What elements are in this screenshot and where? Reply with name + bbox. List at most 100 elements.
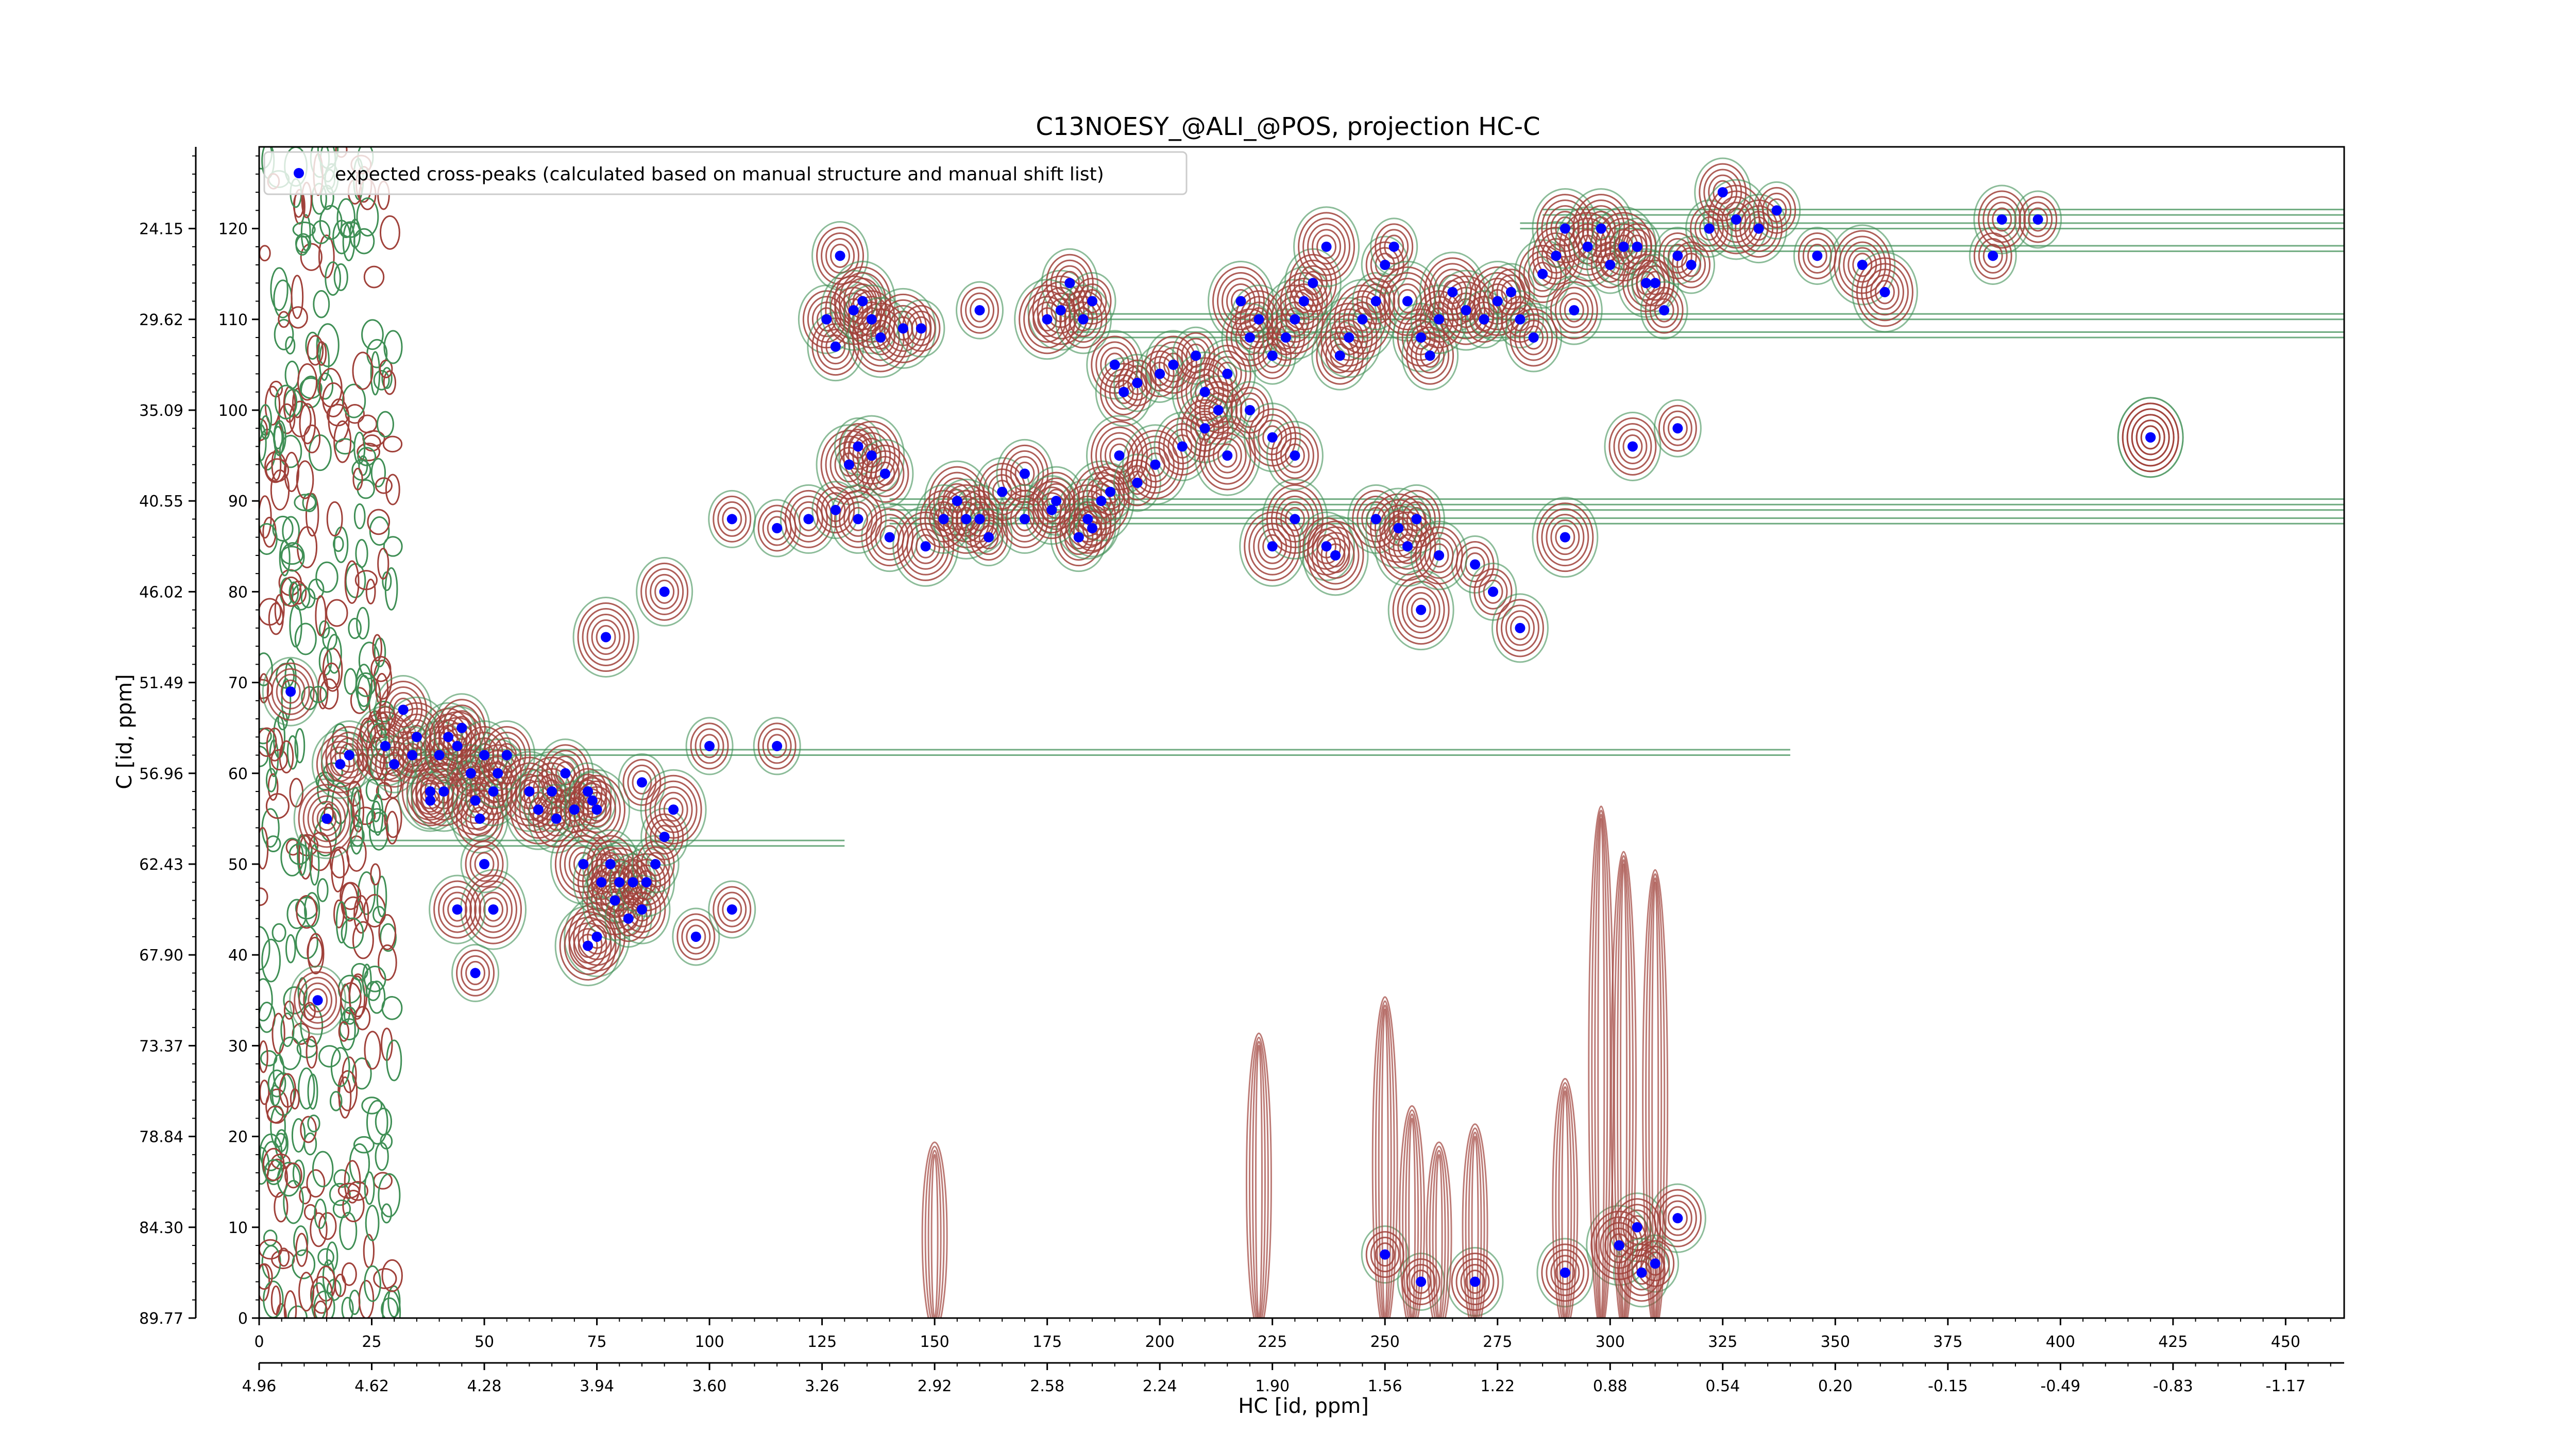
cross-peak-marker bbox=[587, 795, 598, 806]
contour-noise bbox=[294, 622, 317, 655]
contour-ring-outer bbox=[996, 484, 1054, 554]
contour-noise bbox=[296, 460, 314, 499]
contour-noise bbox=[279, 540, 291, 577]
contour-noise bbox=[272, 923, 286, 942]
cross-peak-marker bbox=[830, 341, 841, 352]
contour-noise bbox=[364, 1031, 381, 1070]
contour-noise bbox=[289, 581, 299, 604]
contour-ring bbox=[978, 525, 999, 550]
contour-noise bbox=[270, 1285, 281, 1315]
y-tick-label: 80 bbox=[228, 583, 248, 601]
contour-streak bbox=[1552, 1078, 1579, 1318]
contour-noise bbox=[352, 351, 374, 390]
contour-ring bbox=[1379, 511, 1436, 581]
contour-noise bbox=[259, 418, 268, 442]
contour-noise bbox=[305, 331, 320, 360]
contour-ring-outer bbox=[2014, 190, 2062, 249]
contour-ring bbox=[280, 679, 301, 704]
contour-ring bbox=[1284, 443, 1305, 468]
cross-peak-marker bbox=[547, 786, 557, 797]
contour-ring bbox=[1126, 430, 1184, 500]
cross-peak-marker bbox=[1155, 368, 1165, 379]
contour-ring bbox=[757, 722, 796, 770]
contour-ring bbox=[1325, 308, 1373, 367]
contour-noise bbox=[342, 1056, 357, 1093]
x2-tick-label: -0.83 bbox=[2153, 1377, 2193, 1395]
cross-peak-marker bbox=[1753, 223, 1764, 234]
cross-peak-marker bbox=[1380, 1249, 1391, 1260]
contour-ring bbox=[2028, 207, 2048, 232]
cross-peak-marker bbox=[1064, 278, 1075, 289]
x-tick-label: 400 bbox=[2046, 1333, 2075, 1351]
contour-ring bbox=[1320, 537, 1350, 573]
contour-noise bbox=[311, 1282, 327, 1318]
contour-ring bbox=[1667, 1206, 1688, 1230]
contour-noise bbox=[309, 844, 320, 886]
contour-ring bbox=[663, 797, 684, 822]
contour-noise bbox=[353, 228, 375, 255]
contour-ring bbox=[1307, 520, 1364, 590]
cross-peak-marker bbox=[1487, 586, 1498, 597]
legend: expected cross-peaks (calculated based o… bbox=[263, 151, 1188, 195]
contour-ring bbox=[970, 298, 990, 323]
cross-peak-marker bbox=[1290, 314, 1300, 325]
contour-noise bbox=[324, 803, 334, 824]
contour-streak bbox=[1435, 1154, 1443, 1318]
contour-ring bbox=[1982, 196, 2022, 243]
cross-peak-marker bbox=[1051, 496, 1062, 507]
contour-ring bbox=[302, 789, 351, 848]
contour-noise bbox=[380, 923, 397, 952]
contour-ring bbox=[474, 852, 495, 876]
contour-ring bbox=[1663, 238, 1692, 274]
cross-peak-marker bbox=[1267, 432, 1278, 443]
contour-ring bbox=[879, 299, 927, 358]
cross-peak-marker bbox=[1416, 1276, 1427, 1287]
contour-noise bbox=[291, 275, 304, 319]
contour-noise bbox=[349, 815, 364, 855]
cross-peak-marker bbox=[591, 931, 602, 942]
contour-ring bbox=[1082, 289, 1103, 314]
contour-noise bbox=[357, 871, 376, 915]
contour-noise bbox=[348, 618, 362, 639]
contour-ring bbox=[1870, 274, 1900, 310]
contour-ring bbox=[573, 777, 612, 824]
x-axis-primary: 0 25 50 75 100 125 150 175 200 225 250 275 300 325 350… bbox=[254, 1318, 2331, 1351]
contour-ring bbox=[1429, 543, 1449, 568]
contour-ring bbox=[1762, 192, 1792, 228]
contour-ring bbox=[1311, 526, 1360, 585]
cross-peak-marker bbox=[1551, 250, 1562, 261]
contour-noise bbox=[366, 1100, 388, 1145]
cross-peak-marker bbox=[1334, 350, 1345, 361]
cross-peak-marker bbox=[493, 768, 503, 779]
x2-tick-label: 3.60 bbox=[692, 1377, 727, 1395]
contour-ring bbox=[1370, 1237, 1400, 1273]
contour-ring bbox=[1536, 194, 1594, 264]
cross-peak-marker bbox=[1177, 441, 1188, 452]
x2-tick-label: 4.28 bbox=[467, 1377, 502, 1395]
contour-noise bbox=[365, 578, 376, 605]
contour-ring bbox=[1667, 416, 1688, 441]
cross-peak-marker bbox=[1650, 1258, 1660, 1269]
contour-noise bbox=[259, 523, 278, 555]
contour-ring bbox=[1658, 1194, 1697, 1242]
cross-peak-marker bbox=[1416, 332, 1427, 343]
contour-streak bbox=[1429, 1145, 1449, 1318]
contour-ring bbox=[1203, 426, 1251, 485]
contour-noise bbox=[307, 1114, 320, 1133]
contour-ring-outer bbox=[1095, 357, 1153, 427]
cross-peak-marker bbox=[1380, 260, 1391, 271]
contour-ring bbox=[1140, 447, 1170, 483]
contour-ring bbox=[1636, 1240, 1675, 1287]
contour-streak bbox=[1616, 859, 1631, 1318]
x2-tick-label: 4.96 bbox=[242, 1377, 277, 1395]
contour-ring bbox=[298, 784, 355, 854]
cross-peak-marker bbox=[984, 532, 994, 543]
contour-ring bbox=[2131, 414, 2170, 461]
cross-peak-marker bbox=[470, 968, 481, 978]
contour-noise bbox=[318, 368, 343, 408]
cross-peak-marker bbox=[312, 995, 323, 1006]
contour-ring bbox=[1672, 241, 1711, 289]
contour-noise bbox=[334, 1273, 346, 1297]
contour-ring bbox=[1384, 234, 1404, 259]
